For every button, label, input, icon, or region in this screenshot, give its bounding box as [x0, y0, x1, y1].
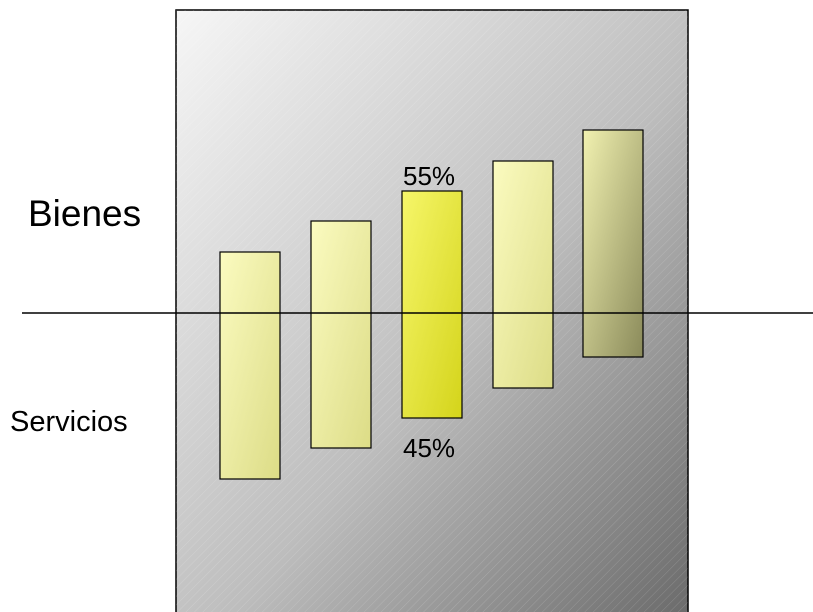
pct-top: 55% — [403, 161, 455, 191]
bar-5 — [582, 129, 644, 358]
bar-1 — [219, 251, 281, 480]
bar-3-highlighted — [401, 190, 463, 419]
bar-4 — [492, 160, 554, 389]
label-bienes: Bienes — [28, 193, 141, 234]
bar-2 — [310, 220, 372, 449]
label-servicios: Servicios — [10, 406, 128, 438]
pct-bottom: 45% — [403, 433, 455, 463]
